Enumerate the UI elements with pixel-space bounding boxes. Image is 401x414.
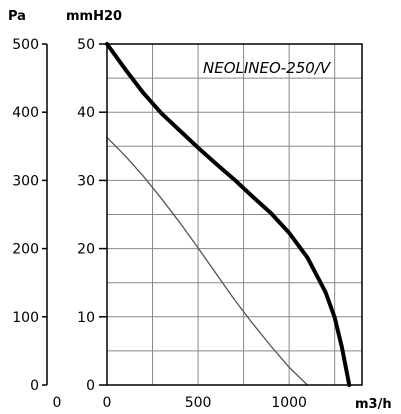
axes bbox=[42, 43, 107, 386]
pa-axis-origin-label: 0 bbox=[53, 395, 62, 411]
fan-curve-secondary bbox=[106, 136, 309, 386]
mmh2o-tick-label: 0 bbox=[86, 378, 95, 394]
x-tick-label: 0 bbox=[103, 395, 112, 411]
x-axis-unit-label: m3/h bbox=[355, 397, 392, 412]
curves bbox=[105, 42, 352, 387]
fan-curve-primary bbox=[105, 42, 352, 387]
x-tick-label: 500 bbox=[185, 395, 212, 411]
mmh2o-tick-label: 30 bbox=[77, 173, 95, 189]
grid-lines bbox=[107, 44, 362, 385]
pa-tick-label: 300 bbox=[12, 173, 39, 189]
mmh2o-tick-label: 50 bbox=[77, 37, 95, 53]
mmh2o-tick-label: 10 bbox=[77, 310, 95, 326]
pa-tick-label: 400 bbox=[12, 105, 39, 121]
pa-tick-label: 0 bbox=[30, 378, 39, 394]
mmh2o-tick-label: 40 bbox=[77, 105, 95, 121]
x-tick-label: 1000 bbox=[271, 395, 307, 411]
pa-tick-label: 100 bbox=[12, 310, 39, 326]
model-label: NEOLINEO-250/V bbox=[203, 59, 332, 77]
pa-tick-label: 200 bbox=[12, 242, 39, 258]
mmh2o-tick-label: 20 bbox=[77, 242, 95, 258]
mmh2o-unit-label: mmH20 bbox=[66, 9, 122, 24]
plot-frame bbox=[106, 43, 363, 386]
pa-tick-label: 500 bbox=[12, 37, 39, 53]
pa-unit-label: Pa bbox=[8, 9, 26, 24]
